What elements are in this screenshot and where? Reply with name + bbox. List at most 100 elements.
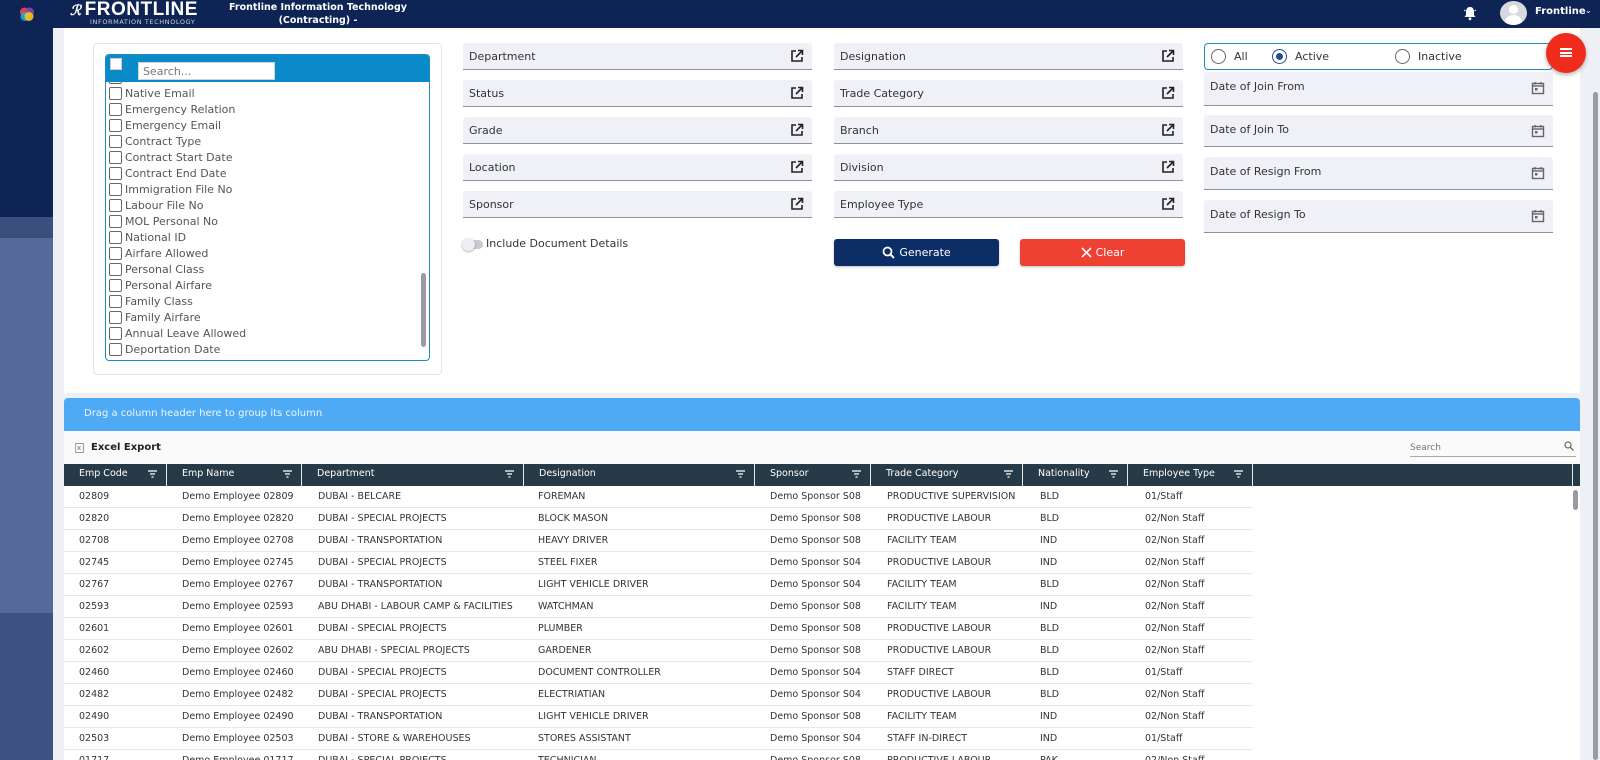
checkbox[interactable] xyxy=(109,134,122,148)
filter-icon[interactable] xyxy=(283,470,292,478)
checkbox[interactable] xyxy=(109,214,122,228)
sidebar-section[interactable] xyxy=(0,613,53,760)
employee-type-field[interactable]: Employee Type xyxy=(834,191,1183,218)
table-row[interactable]: 02708 Demo Employee 02708 DUBAI - TRANSPOR… xyxy=(64,530,1253,552)
column-header-sponsor[interactable]: Sponsor xyxy=(755,464,871,486)
checkbox[interactable] xyxy=(109,150,122,164)
table-row[interactable]: 02602 Demo Employee 02602 ABU DHABI - SPEC… xyxy=(64,640,1253,662)
checkbox[interactable] xyxy=(109,182,122,196)
column-option[interactable]: Labour File No xyxy=(109,197,414,213)
column-option[interactable]: Annual Leave Allowed xyxy=(109,325,414,341)
open-external-icon[interactable] xyxy=(1161,86,1175,100)
sidebar-section[interactable] xyxy=(0,217,53,238)
table-row[interactable]: 01717Demo Employee 01717DUBAI - SPECIAL … xyxy=(64,750,1253,760)
filter-icon[interactable] xyxy=(148,470,157,478)
open-external-icon[interactable] xyxy=(1161,123,1175,137)
column-header-department[interactable]: Department xyxy=(302,464,524,486)
date-of-join-to-field[interactable]: Date of Join To xyxy=(1204,115,1553,147)
checkbox[interactable] xyxy=(109,230,122,244)
open-external-icon[interactable] xyxy=(1161,197,1175,211)
open-external-icon[interactable] xyxy=(790,197,804,211)
checkbox[interactable] xyxy=(109,262,122,276)
column-option[interactable]: Airfare Allowed xyxy=(109,245,414,261)
open-external-icon[interactable] xyxy=(790,49,804,63)
grid-scrollbar[interactable] xyxy=(1573,490,1578,510)
table-row[interactable]: 02490 Demo Employee 02490 DUBAI - TRANSPOR… xyxy=(64,706,1253,728)
column-option[interactable]: MOL Personal No xyxy=(109,213,414,229)
column-option[interactable]: Family Class xyxy=(109,293,414,309)
filter-icon[interactable] xyxy=(1109,470,1118,478)
column-option[interactable]: Contract End Date xyxy=(109,165,414,181)
generate-button[interactable]: Generate xyxy=(834,239,999,266)
avatar[interactable] xyxy=(1500,1,1527,25)
checkbox[interactable] xyxy=(109,86,122,100)
filter-icon[interactable] xyxy=(1004,470,1013,478)
filter-icon[interactable] xyxy=(852,470,861,478)
column-option[interactable]: Personal Class xyxy=(109,261,414,277)
column-option[interactable]: National ID xyxy=(109,229,414,245)
table-row[interactable]: 02820 Demo Employee 02820 DUBAI - SPECIAL … xyxy=(64,508,1253,530)
grade-field[interactable]: Grade xyxy=(463,117,812,144)
calendar-icon[interactable] xyxy=(1531,124,1545,138)
checkbox[interactable] xyxy=(109,342,122,356)
open-external-icon[interactable] xyxy=(790,123,804,137)
checkbox[interactable] xyxy=(109,198,122,212)
column-header-trade-category[interactable]: Trade Category xyxy=(871,464,1023,486)
date-of-resign-from-field[interactable]: Date of Resign From xyxy=(1204,157,1553,190)
checkbox[interactable] xyxy=(109,246,122,260)
column-option[interactable]: Immigration File No xyxy=(109,181,414,197)
checkbox[interactable] xyxy=(109,294,122,308)
location-field[interactable]: Location xyxy=(463,154,812,181)
clear-button[interactable]: Clear xyxy=(1020,239,1185,266)
checkbox[interactable] xyxy=(109,310,122,324)
group-drop-area[interactable]: Drag a column header here to group its c… xyxy=(64,398,1580,431)
radio-all[interactable]: All xyxy=(1211,49,1248,64)
brand-logo[interactable]: ℛ FRONTLINE INFORMATION TECHNOLOGY xyxy=(70,0,198,26)
designation-field[interactable]: Designation xyxy=(834,43,1183,70)
table-row[interactable]: 02460 Demo Employee 02460 DUBAI - SPECIAL … xyxy=(64,662,1253,684)
column-option[interactable]: Deportation Date xyxy=(109,341,414,357)
table-row[interactable]: 02745 Demo Employee 02745 DUBAI - SPECIAL … xyxy=(64,552,1253,574)
chevron-down-icon[interactable]: ⌄ xyxy=(1585,6,1592,15)
checkbox[interactable] xyxy=(109,166,122,180)
open-external-icon[interactable] xyxy=(790,86,804,100)
page-scrollbar-thumb[interactable] xyxy=(1593,92,1598,760)
filter-icon[interactable] xyxy=(1234,470,1243,478)
column-list-scrollbar[interactable] xyxy=(421,273,426,347)
division-field[interactable]: Division xyxy=(834,154,1183,181)
table-row[interactable]: 02767 Demo Employee 02767 DUBAI - TRANSPOR… xyxy=(64,574,1253,596)
column-header-emp-name[interactable]: Emp Name xyxy=(167,464,302,486)
filter-icon[interactable] xyxy=(736,470,745,478)
user-name[interactable]: Frontline xyxy=(1535,6,1586,17)
table-row[interactable]: 02809 Demo Employee 02809 DUBAI - BELCARE F… xyxy=(64,486,1253,508)
status-field[interactable]: Status xyxy=(463,80,812,107)
open-external-icon[interactable] xyxy=(1161,160,1175,174)
excel-export-button[interactable]: Excel Export xyxy=(91,442,161,453)
date-of-join-from-field[interactable]: Date of Join From xyxy=(1204,72,1553,106)
menu-fab-button[interactable] xyxy=(1546,33,1586,73)
column-search-input[interactable] xyxy=(138,62,275,80)
sidebar-section[interactable] xyxy=(0,238,53,613)
sponsor-field[interactable]: Sponsor xyxy=(463,191,812,218)
column-option[interactable]: Family Airfare xyxy=(109,309,414,325)
column-option[interactable]: Contract Start Date xyxy=(109,149,414,165)
select-all-checkbox[interactable] xyxy=(110,58,122,70)
checkbox[interactable] xyxy=(109,102,122,116)
filter-icon[interactable] xyxy=(505,470,514,478)
table-row[interactable]: 02601 Demo Employee 02601 DUBAI - SPECIAL … xyxy=(64,618,1253,640)
table-row[interactable]: 02503 Demo Employee 02503 DUBAI - STORE & … xyxy=(64,728,1253,750)
column-header-emp-code[interactable]: Emp Code xyxy=(64,464,167,486)
radio-active[interactable]: Active xyxy=(1272,49,1329,64)
column-option[interactable]: Personal Airfare xyxy=(109,277,414,293)
column-option[interactable]: Emergency Email xyxy=(109,117,414,133)
date-of-resign-to-field[interactable]: Date of Resign To xyxy=(1204,200,1553,233)
trade-category-field[interactable]: Trade Category xyxy=(834,80,1183,107)
column-option[interactable]: Native Email xyxy=(109,85,414,101)
apps-icon[interactable] xyxy=(18,5,36,23)
open-external-icon[interactable] xyxy=(1161,49,1175,63)
column-option[interactable]: Contract Type xyxy=(109,133,414,149)
column-header-designation[interactable]: Designation xyxy=(524,464,755,486)
bell-icon[interactable] xyxy=(1462,5,1478,21)
grid-search-input[interactable] xyxy=(1410,439,1576,457)
radio-inactive[interactable]: Inactive xyxy=(1395,49,1462,64)
